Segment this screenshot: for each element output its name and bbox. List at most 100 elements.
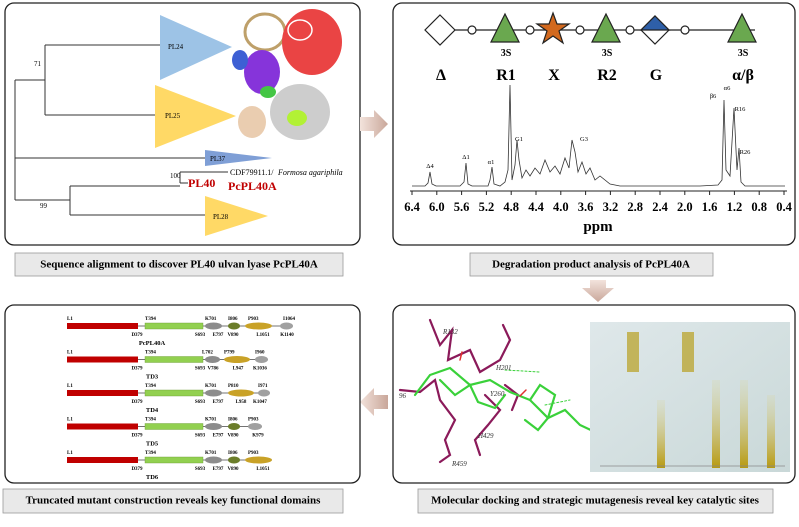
- sulfation-label: 3S: [738, 48, 749, 59]
- residue-end: S693: [195, 467, 206, 472]
- glycan-symbols-part: [591, 12, 621, 43]
- residue-end: K1140: [280, 333, 294, 338]
- panel-frame: [392, 2, 796, 246]
- tlc-plate-part: [712, 380, 720, 468]
- peak-label: Δ1: [462, 154, 469, 161]
- construct: L1 T394 K701 I806 P903 D379 S693 E797 V890 L1051 T…: [67, 451, 272, 481]
- construct-name: TD6: [146, 474, 159, 481]
- residue-start: L702: [202, 351, 213, 356]
- residue-tag: R132: [442, 328, 458, 336]
- domain: [205, 389, 222, 397]
- clade-triangle: [160, 15, 232, 80]
- residue-end: V786: [207, 367, 219, 372]
- caption-text: Molecular docking and strategic mutagene…: [431, 495, 759, 507]
- residue-end: L958: [236, 400, 247, 405]
- residue-tag: Y260: [490, 390, 505, 398]
- residue-end: S693: [195, 400, 206, 405]
- domain: [258, 389, 270, 397]
- flow-arrow: [582, 280, 614, 302]
- domain: [205, 322, 222, 330]
- residue-start: P810: [228, 384, 239, 389]
- domain: [67, 323, 138, 329]
- domain: [280, 322, 293, 330]
- clade-label: PL37: [210, 155, 226, 163]
- domain: [144, 322, 204, 330]
- sulfation-label: 3S: [501, 48, 512, 59]
- residue-start: L1: [67, 351, 73, 356]
- peak-label: α1: [488, 159, 495, 166]
- docking-model-part: [519, 389, 527, 397]
- alignment-panel: PL24 PL25 PL37 PL28 71 100 99 CDF79911.1…: [4, 2, 361, 277]
- caption-part: [469, 252, 714, 277]
- residue-start: K701: [205, 384, 217, 389]
- spectrum-trace: [412, 84, 785, 187]
- bootstrap: 71: [34, 60, 42, 68]
- residue-end: K1047: [253, 400, 267, 405]
- residue-start: T394: [145, 317, 156, 322]
- residue-start: T394: [145, 418, 156, 423]
- residue-start: P903: [248, 451, 259, 456]
- docking-model-part: [438, 378, 507, 410]
- residue-start: I806: [228, 418, 238, 423]
- construct: L1 T394 K701 I806 P903 D379 S693 E797 V890 K979 TD…: [67, 418, 264, 448]
- residue-tag: H429: [477, 432, 494, 440]
- domain: [67, 423, 138, 430]
- spectrum-panel: 3S 3S 3S Δ R1 X R2 G α/β Δ4 Δ1 α1 G1 G3 …: [392, 2, 796, 277]
- residue-end: E797: [213, 467, 224, 472]
- domain: [67, 457, 138, 463]
- residue-label: G: [650, 67, 663, 84]
- residue-end: D379: [131, 367, 143, 372]
- glycan-symbols-part: [535, 11, 571, 45]
- caption-part: [417, 488, 774, 514]
- protein-structure-part: [260, 86, 276, 98]
- tick-label: 5.6: [454, 200, 470, 214]
- glycan-symbols-part: [424, 14, 456, 46]
- residue-start: L1: [67, 451, 73, 456]
- protein-structure-part: [287, 110, 307, 126]
- residue-start: K701: [205, 451, 217, 456]
- clade-triangle: [205, 150, 272, 166]
- residue-start: I806: [228, 317, 238, 322]
- tick-label: 3.2: [603, 200, 619, 214]
- protein-structure-part: [287, 19, 313, 41]
- residue-tag: 96: [399, 392, 407, 400]
- residue-start: T394: [145, 351, 156, 356]
- docking-model-part: [473, 393, 502, 457]
- residue-end: L1051: [256, 333, 270, 338]
- residue-start: T394: [145, 451, 156, 456]
- tick-label: 6.0: [429, 200, 445, 214]
- tick-label: 1.2: [727, 200, 743, 214]
- tick-label: 2.8: [627, 200, 643, 214]
- construct: L1 T394 L702 P799 I960 D379 S693 V786 L947 K1036 T…: [67, 351, 268, 381]
- tick-label: 4.8: [503, 200, 519, 214]
- residue-end: D379: [131, 467, 143, 472]
- axis-unit: ppm: [583, 219, 613, 235]
- residue-tag: H201: [495, 364, 512, 372]
- caption-part: [14, 252, 344, 277]
- glycan-symbols-part: [467, 25, 477, 35]
- protein-structure-part: [282, 9, 342, 75]
- protein-structure-part: [244, 50, 280, 94]
- residue-end: K1036: [253, 367, 267, 372]
- residue-start: I971: [258, 384, 268, 389]
- tlc-plate-part: [682, 332, 694, 372]
- docking-model-part: [544, 399, 571, 406]
- construct-name: PcPL40A: [139, 340, 166, 347]
- glycan-symbols: [424, 11, 757, 46]
- domain: [255, 356, 268, 363]
- domain: [205, 456, 222, 464]
- residue-labels: Δ R1 X R2 G α/β: [436, 67, 754, 84]
- glycan-symbols-part: [625, 25, 635, 35]
- residue-start: P903: [248, 418, 259, 423]
- domain: [144, 423, 204, 430]
- tick-label: 5.2: [479, 200, 495, 214]
- glycan-symbols-part: [639, 15, 671, 31]
- residue-start: K701: [205, 317, 217, 322]
- tick-label: 1.6: [702, 200, 718, 214]
- clade-label: PL25: [165, 112, 181, 120]
- flow-arrow: [360, 110, 388, 138]
- tlc-plate-part: [740, 380, 748, 468]
